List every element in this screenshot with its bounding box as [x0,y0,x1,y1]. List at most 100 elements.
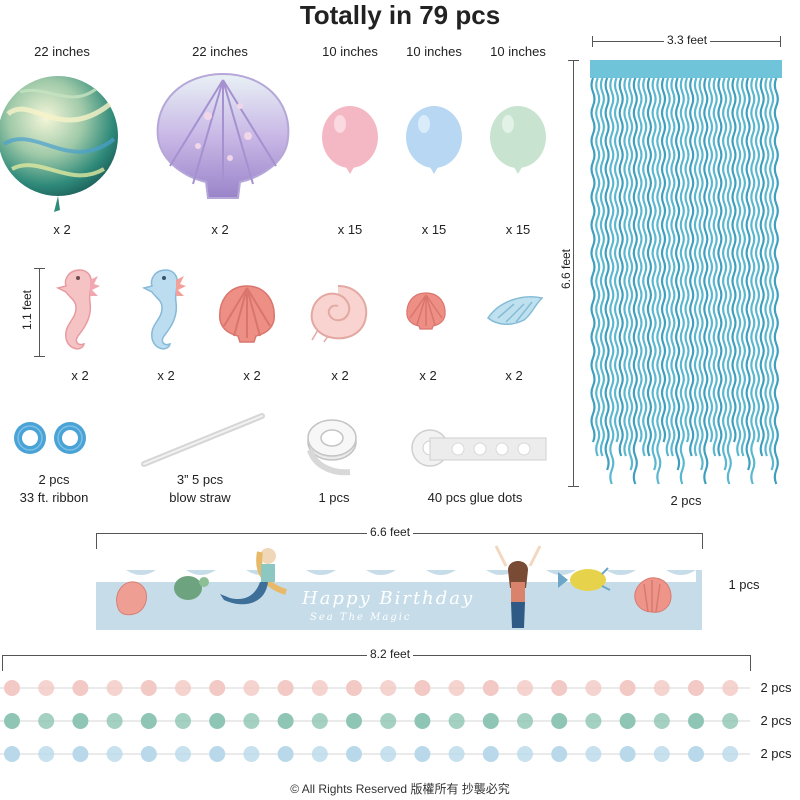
garland-shell [311,746,328,762]
garland-shell [482,680,499,696]
curtain-strand [632,77,638,485]
garland-shell [209,746,226,762]
garland-shell [140,713,157,729]
garland-shell [448,680,465,696]
blue-seahorse-icon [141,269,186,350]
curtain-strand [740,77,746,457]
cutout-height-label: 1.1 feet [20,286,35,334]
accessory-name-label: 33 ft. ribbon [19,490,89,505]
garland-shell [551,713,568,729]
accessory-qty-label: 40 pcs glue dots [427,490,523,505]
accessory-qty-label: 2 pcs [38,472,70,487]
small-coral-shell-icon [406,292,446,330]
garland-shell [175,746,191,762]
accessory-qty-label: 3” 5 pcs [176,472,224,487]
garland-shell [72,680,89,696]
garland-shell [38,746,55,762]
garland-shell [346,746,362,762]
curtain-height-line [573,60,574,486]
curtain-strand [665,77,671,457]
balloon-qty-label: x 2 [211,222,229,237]
garland-shell [482,713,499,729]
curtain-strand [675,77,681,471]
curtain-strand [656,77,662,485]
garland-shell [243,746,260,762]
garland-shell [38,680,55,696]
glue-dots-strip-icon [411,429,547,467]
curtain-strand [623,77,629,457]
pink-seahorse-icon [55,269,100,350]
curtain-strand [736,77,742,457]
banner-width-label: 6.6 feet [367,525,414,539]
curtain-strand [717,77,723,457]
garland-shell [72,713,89,729]
garland-shell [688,713,704,729]
curtain-qty-label: 2 pcs [670,493,702,508]
curtain-strand [754,77,761,443]
curtain-strand [773,77,779,485]
curtain-strand [731,77,737,443]
garland-shell [380,680,397,696]
banner-text: Happy Birthday [301,588,474,609]
garland-shell [380,713,397,729]
fringe-curtain-icon [590,60,782,485]
garland-shell [722,713,739,729]
garland-shell [653,680,670,696]
curtain-strand [745,77,751,471]
curtain-strand [595,77,601,457]
balloon-qty-label: x 15 [505,222,531,237]
balloon-qty-label: x 15 [421,222,447,237]
blue-conch-shell-icon [486,296,544,325]
garland-shell [619,713,636,729]
curtain-strand [693,77,699,457]
curtain-strand [670,77,676,457]
green-latex-balloon-icon [490,106,546,174]
garland-shell [585,746,602,762]
garland-shell [585,680,602,696]
garland-shell [140,680,157,696]
garland-shell [106,680,123,696]
garland-shell [517,713,533,729]
garland-shell [688,746,704,762]
curtain-strand [689,77,695,457]
pink-nautilus-shell-icon [310,285,368,343]
curtain-strand [637,77,643,443]
curtain-strand [628,77,634,471]
cutout-qty-label: x 2 [331,368,349,383]
garland-shell [243,713,260,729]
coral-scallop-shell-icon [219,285,275,343]
cutout-qty-label: x 2 [419,368,437,383]
curtain-width-label: 3.3 feet [664,33,711,47]
balloon-size-label: 22 inches [34,44,90,59]
cutout-qty-label: x 2 [71,368,89,383]
accessory-qty-label: 1 pcs [318,490,350,505]
curtain-height-label: 6.6 feet [559,245,574,293]
curtain-strand [642,77,648,457]
cutout-height-line [39,268,40,356]
garland-shell [517,680,533,696]
accessory-name-label: blow straw [169,490,231,505]
copyright-text: © All Rights Reserved 版權所有 抄襲必究 [290,782,510,796]
curtain-strand [769,77,775,471]
garland-shell [619,680,636,696]
curtain-strand [679,77,685,485]
garland-shell [277,680,294,696]
page-title: Totally in 79 pcs [299,0,501,30]
garland-shell [175,680,191,696]
curtain-strand [712,77,718,457]
garland-shell [72,746,89,762]
balloon-size-label: 10 inches [406,44,462,59]
garland-shell [106,746,123,762]
balloon-size-label: 22 inches [192,44,248,59]
garland-shell [414,680,431,696]
garland-shell [585,713,602,729]
birthday-banner-icon: Happy Birthday Sea The Magic [96,545,702,630]
curtain-strand [703,77,709,485]
garland-qty-label: 2 pcs [760,713,792,728]
garland-shell [722,746,739,762]
garland-shell [209,713,226,729]
marble-foil-balloon-icon [0,76,118,212]
curtain-strand [604,77,610,471]
garland-shell [551,680,568,696]
garland-shell [346,713,362,729]
